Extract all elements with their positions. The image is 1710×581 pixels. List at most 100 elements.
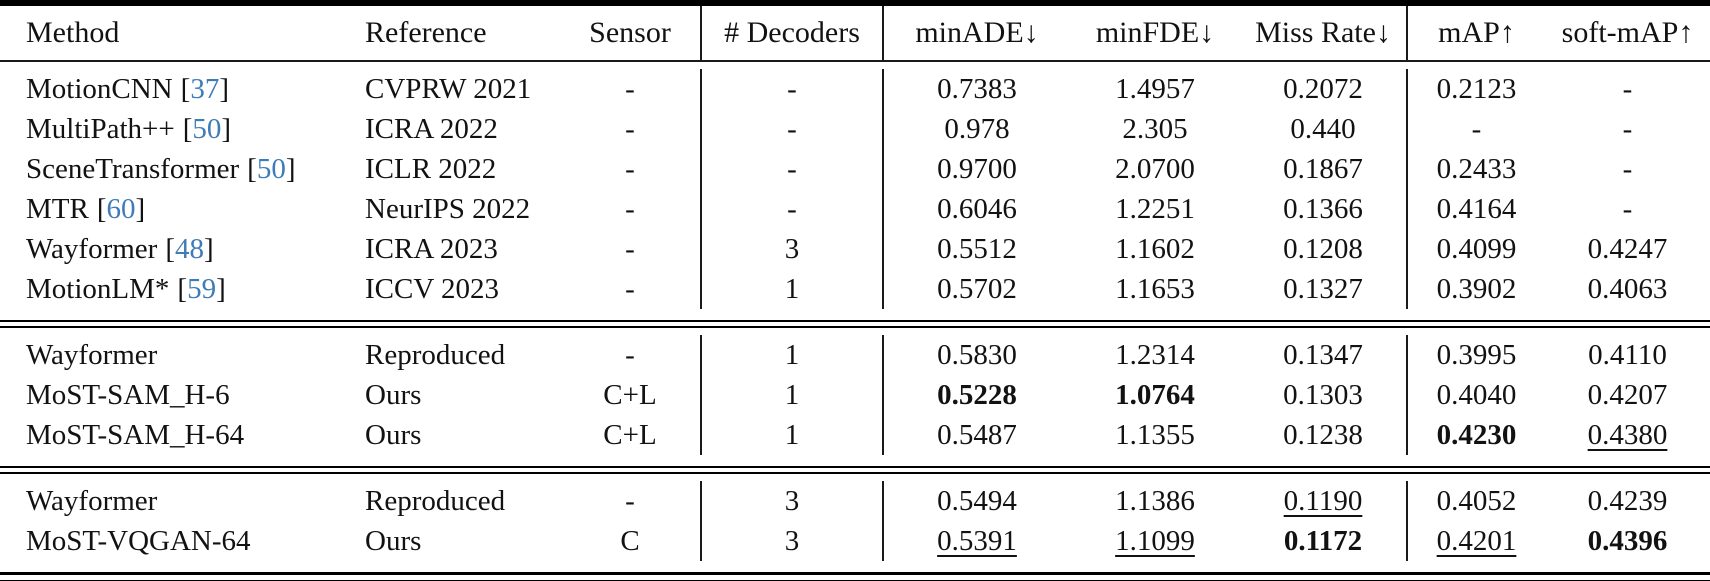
citation-link[interactable]: 59 <box>187 272 217 305</box>
citation-link[interactable]: 50 <box>256 152 286 185</box>
citation: [37] <box>181 73 229 106</box>
header-softmap: soft-mAP↑ <box>1561 16 1694 49</box>
cell-missrate: 0.1366 <box>1240 189 1408 229</box>
cell-reference: Ours <box>365 524 422 557</box>
cell-decoders: - <box>702 189 884 229</box>
cell-softmap: 0.4396 <box>1587 524 1668 557</box>
cell-sensor: - <box>560 69 702 109</box>
cell-minfde: 1.2314 <box>1115 338 1195 371</box>
table-row: MoST-VQGAN-64 Ours C 3 0.5391 1.1099 0.1… <box>0 521 1710 561</box>
cell-missrate: 0.1867 <box>1240 149 1408 189</box>
cell-sensor: - <box>560 269 702 309</box>
header-minade: minADE↓ <box>915 16 1039 49</box>
cell-reference: ICRA 2023 <box>365 232 498 265</box>
cell-minfde: 1.2251 <box>1115 192 1195 225</box>
cell-minfde: 1.1653 <box>1115 272 1195 305</box>
citation-bracket: ] <box>216 272 226 305</box>
cell-minade: 0.5494 <box>937 484 1017 517</box>
table-header-row: Method Reference Sensor # Decoders minAD… <box>0 6 1710 60</box>
citation-link[interactable]: 37 <box>190 72 220 105</box>
table-row: MoST-SAM_H-6 Ours C+L 1 0.5228 1.0764 0.… <box>0 375 1710 415</box>
method-name: Wayformer <box>26 484 158 517</box>
cell-minade: 0.5391 <box>937 524 1017 557</box>
citation: [60] <box>97 193 145 226</box>
cell-minfde: 1.4957 <box>1115 72 1195 105</box>
table-row: MultiPath++ [50] ICRA 2022 - - 0.978 2.30… <box>0 109 1710 149</box>
cell-reference: Ours <box>365 418 422 451</box>
cell-minade: 0.5512 <box>937 232 1017 265</box>
cell-sensor: - <box>560 189 702 229</box>
citation-link[interactable]: 50 <box>192 112 222 145</box>
cell-minade: 0.9700 <box>937 152 1017 185</box>
citation: [59] <box>177 273 225 306</box>
cell-sensor: - <box>560 229 702 269</box>
cell-decoders: 1 <box>702 375 884 415</box>
cell-missrate-value: 0.1190 <box>1283 484 1363 517</box>
header-missrate: Miss Rate↓ <box>1240 6 1408 60</box>
method-name: MTR <box>26 192 89 225</box>
table-row: MotionCNN [37] CVPRW 2021 - - 0.7383 1.49… <box>0 69 1710 109</box>
cell-sensor: - <box>560 481 702 521</box>
cell-missrate: 0.1327 <box>1240 269 1408 309</box>
cell-decoders: - <box>702 109 884 149</box>
cell-map: 0.2433 <box>1436 152 1517 185</box>
cell-map: 0.3995 <box>1436 338 1517 371</box>
citation-bracket: [ <box>182 112 193 145</box>
citation-bracket: [ <box>165 232 175 265</box>
cell-map: 0.4040 <box>1436 378 1517 411</box>
citation-bracket: ] <box>285 152 296 185</box>
cell-method: Wayformer <box>0 335 345 375</box>
cell-map: 0.3902 <box>1436 272 1517 305</box>
cell-reference: CVPRW 2021 <box>365 72 532 105</box>
cell-method: MoST-SAM_H-6 <box>0 375 345 415</box>
cell-minade: 0.5228 <box>937 378 1017 411</box>
section-baselines: MotionCNN [37] CVPRW 2021 - - 0.7383 1.49… <box>0 62 1710 320</box>
cell-missrate: 0.1172 <box>1240 521 1408 561</box>
cell-softmap: 0.4247 <box>1587 232 1668 265</box>
cell-decoders: 3 <box>702 481 884 521</box>
cell-softmap: - <box>1622 192 1633 225</box>
cell-sensor: - <box>560 149 702 189</box>
cell-reference: Reproduced <box>365 338 506 371</box>
citation-link[interactable]: 48 <box>175 232 204 265</box>
method-name: MotionLM* <box>26 272 170 305</box>
cell-minfde: 1.1099 <box>1115 524 1195 557</box>
cell-method: MoST-SAM_H-64 <box>0 415 345 455</box>
cell-missrate: 0.1303 <box>1240 375 1408 415</box>
section-three-decoder: Wayformer Reproduced - 3 0.5494 1.1386 0… <box>0 474 1710 572</box>
cell-softmap: 0.4110 <box>1588 338 1667 371</box>
cell-missrate: 0.1238 <box>1240 415 1408 455</box>
cell-reference: ICLR 2022 <box>365 152 497 185</box>
method-name: MultiPath++ <box>26 112 175 145</box>
cell-softmap: - <box>1622 72 1633 105</box>
cell-missrate: 0.440 <box>1240 109 1408 149</box>
cell-minade: 0.978 <box>944 112 1010 145</box>
cell-map: 0.4052 <box>1436 484 1517 517</box>
cell-decoders: 1 <box>702 335 884 375</box>
cell-minade: 0.5830 <box>937 338 1017 371</box>
cell-softmap: 0.4207 <box>1587 378 1668 411</box>
section-single-decoder: Wayformer Reproduced - 1 0.5830 1.2314 0… <box>0 328 1710 466</box>
cell-softmap: 0.4063 <box>1587 272 1668 305</box>
header-method: Method <box>26 16 120 49</box>
citation-bracket: [ <box>247 152 257 185</box>
header-reference: Reference <box>365 16 487 49</box>
cell-method: MTR [60] <box>0 189 345 229</box>
method-name: MoST-SAM_H-64 <box>26 418 245 451</box>
table-row: SceneTransformer [50] ICLR 2022 - - 0.970… <box>0 149 1710 189</box>
citation-bracket: [ <box>180 72 191 105</box>
cell-sensor: C+L <box>560 415 702 455</box>
cell-softmap: 0.4239 <box>1587 484 1668 517</box>
cell-method: Wayformer <box>0 481 345 521</box>
cell-sensor: C <box>560 521 702 561</box>
cell-missrate: 0.2072 <box>1240 69 1408 109</box>
cell-decoders: 1 <box>702 415 884 455</box>
cell-method: MoST-VQGAN-64 <box>0 521 345 561</box>
cell-map: 0.4164 <box>1436 192 1517 225</box>
section-divider-rule <box>0 466 1710 474</box>
cell-reference: ICRA 2022 <box>365 112 498 145</box>
citation-link[interactable]: 60 <box>106 192 136 225</box>
cell-map: 0.2123 <box>1436 72 1517 105</box>
cell-reference: Ours <box>365 378 422 411</box>
cell-map: - <box>1471 112 1482 145</box>
